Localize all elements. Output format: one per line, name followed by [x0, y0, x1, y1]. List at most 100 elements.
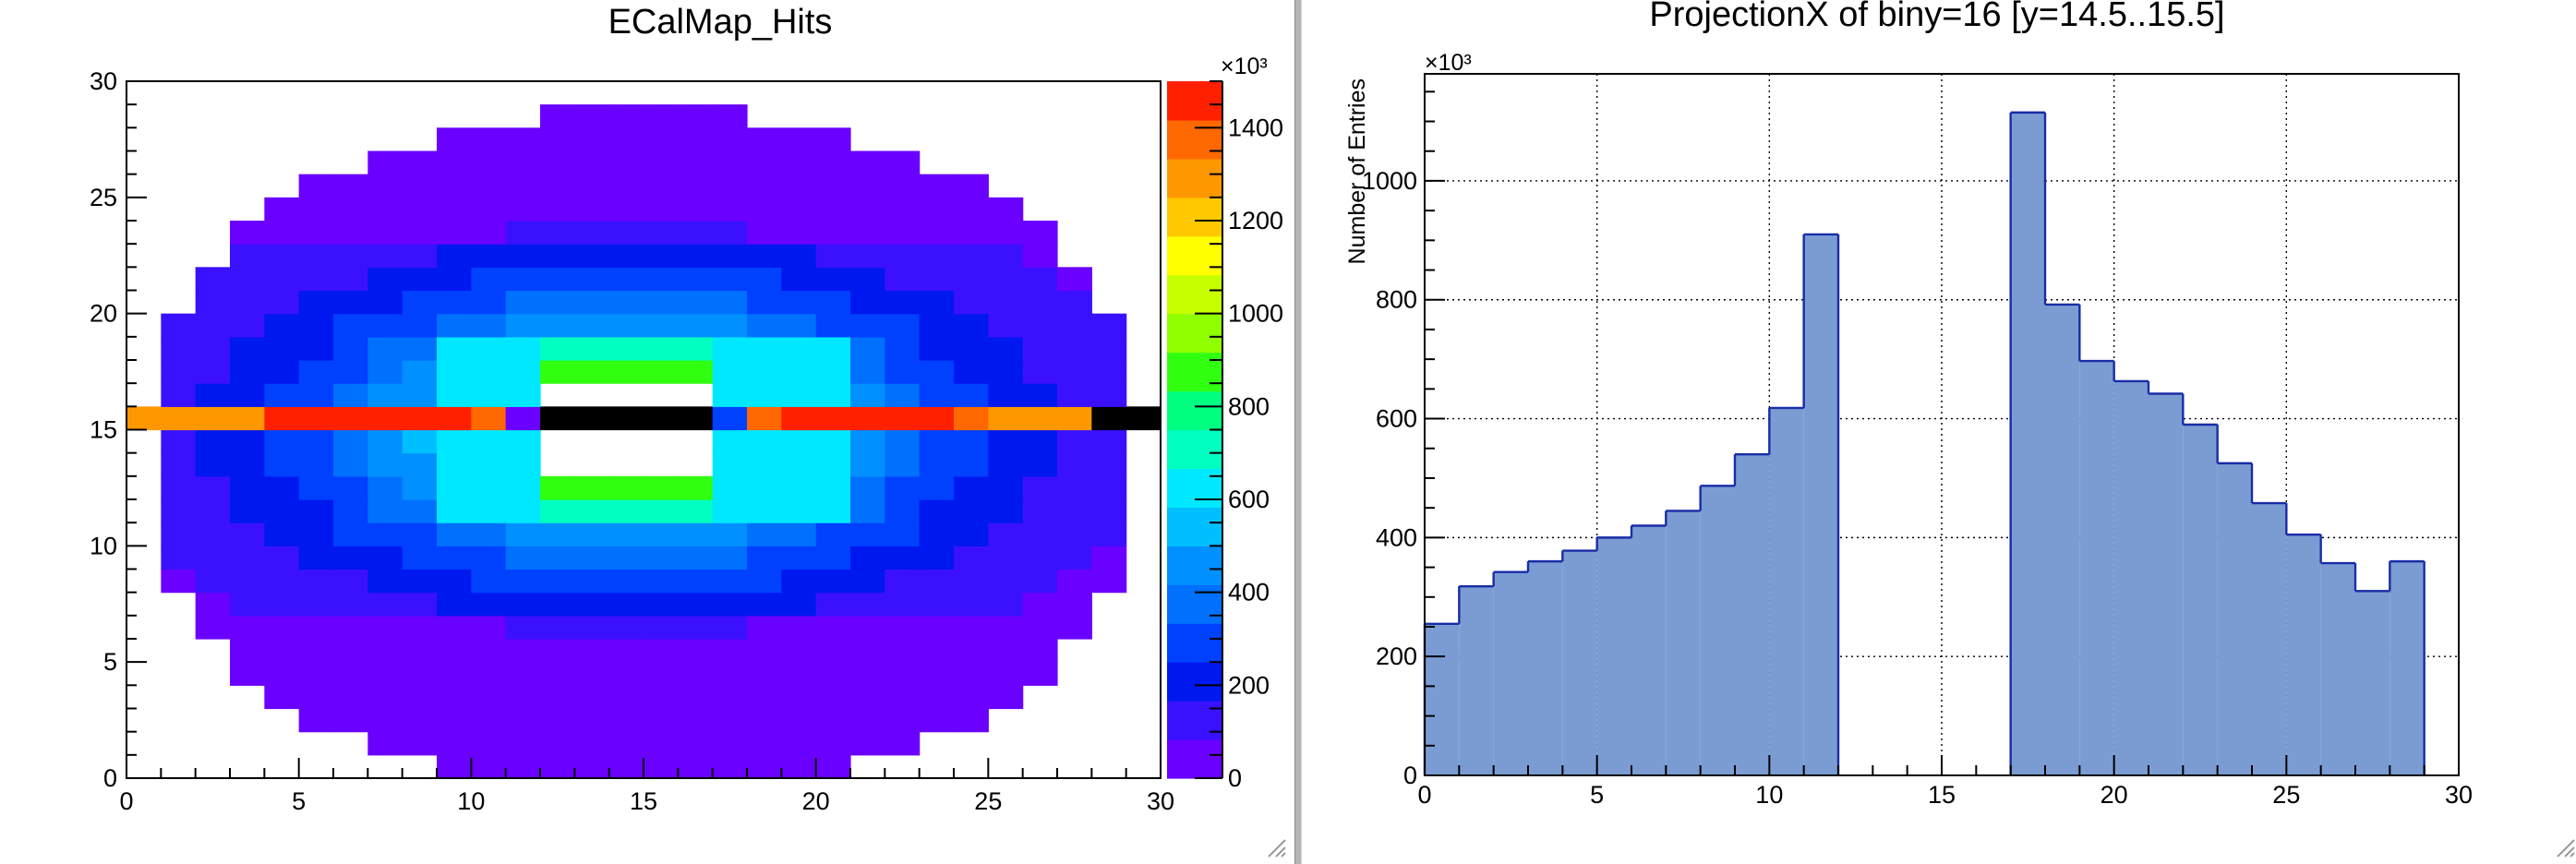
color-scale-tick-label: 800: [1228, 392, 1270, 420]
heatmap-bin: [1057, 452, 1092, 477]
heatmap-bin: [574, 197, 610, 222]
heatmap-bin: [644, 569, 679, 594]
heatmap-bin: [954, 429, 989, 454]
heatmap-bin: [781, 336, 817, 361]
heatmap-bin: [367, 360, 403, 384]
heatmap-y-tick-label: 15: [90, 416, 117, 444]
heatmap-bin: [919, 174, 955, 198]
heatmap-bin: [195, 592, 231, 617]
heatmap-bin: [678, 662, 714, 686]
heatmap-bin: [815, 360, 851, 384]
projection-x-tick-label: 0: [1417, 781, 1431, 809]
heatmap-bin: [367, 662, 403, 686]
heatmap-bin: [850, 475, 885, 500]
heatmap-bin: [608, 313, 644, 338]
heatmap-bin: [264, 383, 300, 407]
heatmap-bin: [540, 475, 575, 500]
color-scale-band: [1167, 739, 1222, 779]
heatmap-bin: [540, 569, 575, 594]
heatmap-bin: [540, 290, 575, 315]
heatmap-bin: [402, 221, 438, 245]
heatmap-bin: [850, 546, 885, 570]
heatmap-bin: [505, 592, 541, 617]
heatmap-bin: [885, 452, 921, 477]
heatmap-bin: [333, 708, 368, 733]
heatmap-bin: [747, 221, 782, 245]
heatmap-bin: [850, 615, 885, 640]
heatmap-bin: [1057, 615, 1092, 640]
heatmap-bin: [988, 244, 1024, 268]
heatmap-bin: [471, 639, 507, 663]
heatmap-bin: [402, 244, 438, 268]
projection-y-tick-label: 400: [1376, 523, 1417, 551]
heatmap-bin: [747, 522, 782, 546]
heatmap-bin: [988, 499, 1024, 523]
heatmap-bin: [402, 475, 438, 500]
histogram-bar: [2113, 380, 2149, 775]
heatmap-bin: [505, 685, 541, 710]
heatmap-bin: [712, 499, 748, 523]
heatmap-bin: [644, 221, 679, 245]
heatmap-bin: [230, 360, 265, 384]
heatmap-bin: [644, 174, 679, 198]
heatmap-bin: [1022, 267, 1058, 292]
heatmap-bin: [1022, 429, 1058, 454]
heatmap-bin: [608, 104, 644, 128]
heatmap-bin: [161, 336, 197, 361]
heatmap-bin: [885, 290, 921, 315]
heatmap-bin: [885, 383, 921, 407]
heatmap-bin: [402, 639, 438, 663]
heatmap-bin: [954, 592, 989, 617]
heatmap-bin: [437, 221, 472, 245]
heatmap-bin: [230, 452, 265, 477]
heatmap-bin: [781, 475, 817, 500]
heatmap-bin: [954, 221, 989, 245]
heatmap-bin: [230, 662, 265, 686]
heatmap-bin: [644, 754, 679, 779]
color-scale-band: [1167, 119, 1222, 160]
heatmap-bin: [988, 522, 1024, 546]
heatmap-bin: [505, 708, 541, 733]
color-scale-band: [1167, 546, 1222, 585]
heatmap-bin: [333, 244, 368, 268]
heatmap-bin: [540, 104, 575, 128]
heatmap-bin: [471, 174, 507, 198]
heatmap-bin: [815, 708, 851, 733]
heatmap-bin: [264, 221, 300, 245]
heatmap-bin: [1022, 615, 1058, 640]
resize-grip-icon[interactable]: [1265, 836, 1287, 858]
heatmap-bin: [437, 499, 472, 523]
heatmap-bin: [298, 244, 334, 268]
heatmap-bin: [471, 429, 507, 454]
heatmap-bin: [747, 452, 782, 477]
heatmap-bin: [540, 546, 575, 570]
heatmap-bin: [333, 221, 368, 245]
heatmap-bin: [712, 197, 748, 222]
color-scale-band: [1167, 701, 1222, 740]
heatmap-bin: [885, 360, 921, 384]
heatmap-bin: [815, 546, 851, 570]
heatmap-chart[interactable]: ECalMap_Hits 0 5 10 15 20 25 30 0 5 10 15 20 25 30 0…: [90, 3, 1283, 815]
heatmap-bin: [367, 290, 403, 315]
heatmap-bin: [954, 452, 989, 477]
heatmap-bin: [298, 499, 334, 523]
heatmap-bin: [850, 592, 885, 617]
histogram-bar: [2010, 112, 2045, 776]
projection-chart[interactable]: ProjectionX of biny=16 [y=14.5..15.5] 0 5…: [1344, 0, 2473, 809]
heatmap-bin: [608, 197, 644, 222]
pad-splitter[interactable]: [1294, 0, 1302, 864]
heatmap-bin: [885, 592, 921, 617]
color-scale-tick-label: 200: [1228, 671, 1270, 699]
heatmap-bin: [919, 639, 955, 663]
heatmap-bin: [988, 429, 1024, 454]
heatmap-bin: [574, 360, 610, 384]
heatmap-bin: [471, 708, 507, 733]
heatmap-bin: [608, 522, 644, 546]
heatmap-bin: [954, 639, 989, 663]
heatmap-bin: [954, 267, 989, 292]
heatmap-bin: [919, 360, 955, 384]
heatmap-bin: [885, 336, 921, 361]
heatmap-bin: [954, 383, 989, 407]
resize-grip-icon[interactable]: [2554, 836, 2576, 858]
